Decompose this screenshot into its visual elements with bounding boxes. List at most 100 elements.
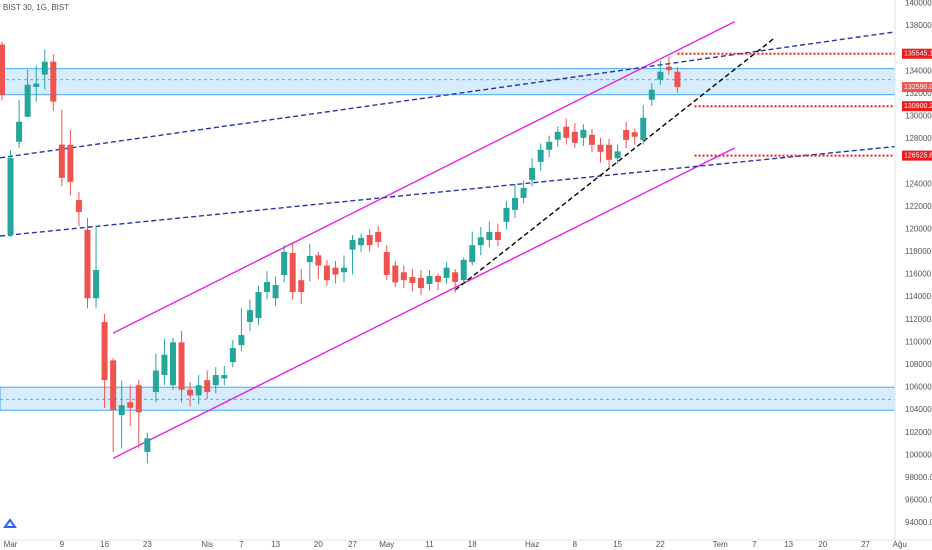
candle-body bbox=[7, 158, 14, 235]
candle-body bbox=[75, 199, 82, 212]
candle-body bbox=[554, 131, 561, 140]
x-tick-label: Nis bbox=[201, 540, 213, 549]
x-tick-label: Ağu bbox=[893, 540, 907, 549]
candle-body bbox=[67, 144, 74, 182]
candle-body bbox=[323, 265, 330, 281]
candle-body bbox=[588, 134, 595, 145]
x-tick-label: 9 bbox=[60, 540, 65, 549]
trendline bbox=[0, 145, 895, 237]
y-tick-label: 118000.00 bbox=[905, 247, 932, 256]
candle-body bbox=[460, 259, 467, 281]
y-tick-label: 108000.00 bbox=[905, 360, 932, 369]
candle-body bbox=[614, 151, 621, 159]
y-tick-label: 138000.00 bbox=[905, 21, 932, 30]
y-tick-label: 124000.00 bbox=[905, 179, 932, 188]
logo bbox=[3, 518, 17, 528]
candle-body bbox=[512, 197, 518, 210]
candle-body bbox=[204, 380, 211, 393]
candle-body bbox=[289, 253, 296, 293]
y-tick-label: 114000.00 bbox=[905, 292, 932, 301]
candle-body bbox=[16, 121, 23, 142]
price-label: 126525.80 bbox=[904, 152, 932, 159]
candle-body bbox=[674, 71, 681, 88]
candle-body bbox=[648, 89, 655, 100]
candle-body bbox=[84, 229, 91, 299]
candle-body bbox=[306, 255, 313, 263]
y-tick-label: 110000.00 bbox=[905, 337, 932, 346]
trendline bbox=[112, 147, 736, 459]
x-tick-label: 16 bbox=[100, 540, 109, 549]
candle-body bbox=[383, 251, 390, 275]
chart-title: BIST 30, 1G, BIST bbox=[3, 3, 69, 12]
y-tick-label: 132000.00 bbox=[905, 89, 932, 98]
candle-body bbox=[24, 84, 31, 117]
x-tick-label: Haz bbox=[525, 540, 539, 549]
candle-body bbox=[161, 354, 168, 376]
trendline bbox=[0, 31, 895, 159]
candle-body bbox=[229, 348, 236, 363]
candle-body bbox=[93, 270, 100, 299]
x-tick-label: 13 bbox=[271, 540, 280, 549]
candle-body bbox=[187, 389, 194, 396]
candle-body bbox=[520, 187, 527, 198]
y-tick-label: 130000.00 bbox=[905, 111, 932, 120]
y-tick-label: 116000.00 bbox=[905, 270, 932, 279]
candle-body bbox=[571, 131, 578, 143]
candle-body bbox=[272, 285, 279, 299]
x-tick-label: 7 bbox=[752, 540, 757, 549]
x-tick-label: 20 bbox=[818, 540, 827, 549]
x-tick-label: Mar bbox=[4, 540, 18, 549]
candle-body bbox=[238, 335, 245, 346]
candle-body bbox=[631, 132, 638, 137]
price-label: 135545.10 bbox=[904, 51, 932, 58]
candle-body bbox=[315, 255, 322, 266]
y-tick-label: 102000.00 bbox=[905, 428, 932, 437]
trendline bbox=[112, 21, 736, 334]
candle-body bbox=[623, 129, 630, 140]
trendline bbox=[454, 37, 776, 291]
candle-body bbox=[110, 360, 117, 411]
candle-body bbox=[435, 275, 442, 282]
price-label-box bbox=[902, 48, 932, 59]
candle-body bbox=[529, 167, 536, 180]
x-tick-label: 7 bbox=[239, 540, 244, 549]
y-tick-label: 98000.00 bbox=[905, 473, 932, 482]
candle-body bbox=[332, 267, 339, 275]
candle-body bbox=[33, 83, 40, 87]
candle-body bbox=[366, 234, 373, 246]
candle-body bbox=[469, 245, 476, 263]
zone bbox=[0, 386, 895, 411]
y-tick-label: 106000.00 bbox=[905, 383, 932, 392]
candle-body bbox=[255, 292, 262, 319]
candle-body bbox=[580, 129, 587, 138]
y-tick-label: 128000.00 bbox=[905, 134, 932, 143]
candle-body bbox=[170, 342, 176, 386]
x-tick-label: 13 bbox=[784, 540, 793, 549]
candle-body bbox=[409, 277, 416, 283]
candle-body bbox=[349, 239, 356, 250]
x-tick-label: May bbox=[379, 540, 394, 549]
candle-body bbox=[221, 375, 228, 379]
y-tick-label: 94000.00 bbox=[905, 518, 932, 527]
x-tick-label: 22 bbox=[656, 540, 665, 549]
candle-body bbox=[341, 267, 347, 273]
x-tick-label: Tem bbox=[713, 540, 728, 549]
candle-body bbox=[665, 66, 672, 71]
candle-body bbox=[537, 149, 544, 162]
candle-body bbox=[452, 272, 459, 282]
candle-body bbox=[426, 275, 433, 285]
last-price-box bbox=[902, 82, 932, 93]
candle-body bbox=[358, 237, 365, 246]
x-tick-label: 27 bbox=[348, 540, 357, 549]
y-tick-label: 112000.00 bbox=[905, 315, 932, 324]
x-tick-label: 15 bbox=[613, 540, 622, 549]
candle-body bbox=[264, 281, 271, 293]
y-tick-label: 104000.00 bbox=[905, 405, 932, 414]
candle-body bbox=[152, 370, 159, 393]
candle-body bbox=[41, 61, 48, 75]
price-label-box bbox=[902, 101, 932, 112]
y-tick-label: 140000.00 bbox=[905, 0, 932, 7]
candle-body bbox=[417, 277, 424, 289]
candle-body bbox=[563, 126, 570, 138]
